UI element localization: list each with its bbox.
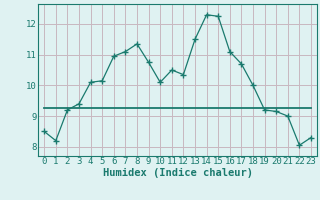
X-axis label: Humidex (Indice chaleur): Humidex (Indice chaleur) (103, 168, 252, 178)
